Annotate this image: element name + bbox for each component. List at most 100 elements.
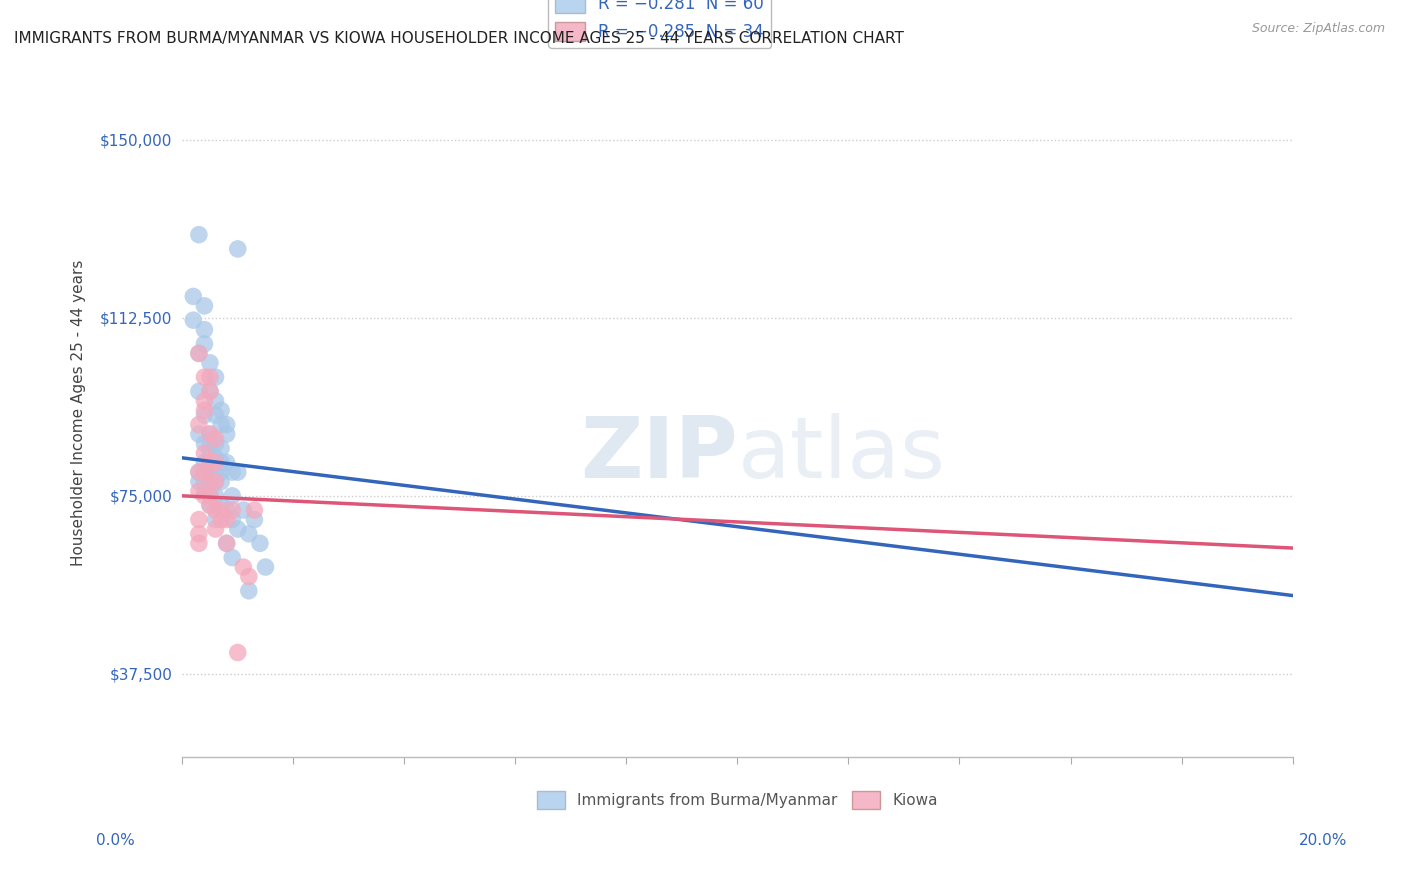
Point (187, 465, 209, 479)
Point (193, 323, 215, 337)
Point (221, 512, 243, 526)
Point (187, 475, 209, 489)
Point (198, 475, 221, 489)
Point (209, 403, 232, 417)
Point (209, 498, 232, 512)
Point (193, 465, 215, 479)
Point (204, 522, 226, 536)
Legend: Immigrants from Burma/Myanmar, Kiowa: Immigrants from Burma/Myanmar, Kiowa (531, 785, 943, 814)
Point (221, 489, 243, 503)
Point (187, 346, 209, 360)
Point (183, 289, 205, 303)
Point (226, 242, 249, 256)
Point (204, 456, 226, 470)
Point (204, 432, 226, 446)
Point (198, 384, 221, 399)
Point (254, 560, 277, 574)
Point (204, 465, 226, 479)
Point (204, 436, 226, 450)
Point (215, 417, 238, 432)
Point (187, 512, 209, 526)
Point (198, 370, 221, 384)
Point (243, 512, 266, 526)
Point (238, 526, 260, 541)
Point (209, 442, 232, 456)
Point (198, 356, 221, 370)
Point (198, 498, 221, 512)
Point (232, 560, 254, 574)
Point (187, 526, 209, 541)
Point (193, 446, 215, 460)
Text: atlas: atlas (737, 412, 945, 496)
Point (232, 503, 254, 517)
Point (226, 465, 249, 479)
Text: 20.0%: 20.0% (1299, 833, 1347, 847)
Point (215, 512, 238, 526)
Point (198, 475, 221, 489)
Point (204, 370, 226, 384)
Point (187, 384, 209, 399)
Point (183, 313, 205, 327)
Point (193, 436, 215, 450)
Point (198, 436, 221, 450)
Point (187, 427, 209, 442)
Point (238, 569, 260, 583)
Point (209, 456, 232, 470)
Text: IMMIGRANTS FROM BURMA/MYANMAR VS KIOWA HOUSEHOLDER INCOME AGES 25 - 44 YEARS COR: IMMIGRANTS FROM BURMA/MYANMAR VS KIOWA H… (14, 31, 904, 46)
Point (209, 512, 232, 526)
Point (198, 456, 221, 470)
Point (204, 489, 226, 503)
Point (198, 427, 221, 442)
Point (204, 408, 226, 422)
Point (193, 456, 215, 470)
Y-axis label: Householder Income Ages 25 - 44 years: Householder Income Ages 25 - 44 years (72, 260, 86, 566)
Point (193, 489, 215, 503)
Text: Source: ZipAtlas.com: Source: ZipAtlas.com (1251, 22, 1385, 36)
Point (193, 475, 215, 489)
Point (204, 512, 226, 526)
Point (221, 465, 243, 479)
Point (193, 337, 215, 351)
Point (187, 417, 209, 432)
Point (193, 408, 215, 422)
Point (209, 417, 232, 432)
Point (193, 299, 215, 313)
Point (215, 503, 238, 517)
Point (193, 370, 215, 384)
Point (187, 346, 209, 360)
Point (198, 465, 221, 479)
Point (221, 503, 243, 517)
Text: ZIP: ZIP (579, 412, 737, 496)
Point (198, 427, 221, 442)
Point (209, 475, 232, 489)
Point (249, 536, 271, 550)
Point (204, 475, 226, 489)
Point (187, 484, 209, 499)
Point (204, 503, 226, 517)
Point (209, 465, 232, 479)
Point (204, 450, 226, 465)
Point (193, 484, 215, 499)
Point (187, 536, 209, 550)
Point (198, 446, 221, 460)
Point (198, 384, 221, 399)
Point (187, 465, 209, 479)
Point (215, 456, 238, 470)
Text: 0.0%: 0.0% (96, 833, 135, 847)
Point (215, 427, 238, 442)
Point (187, 227, 209, 242)
Point (226, 645, 249, 659)
Point (198, 498, 221, 512)
Point (238, 583, 260, 598)
Point (204, 393, 226, 408)
Point (204, 475, 226, 489)
Point (193, 393, 215, 408)
Point (215, 536, 238, 550)
Point (193, 403, 215, 417)
Point (198, 484, 221, 499)
Point (215, 536, 238, 550)
Point (221, 550, 243, 565)
Point (198, 489, 221, 503)
Point (226, 522, 249, 536)
Point (198, 456, 221, 470)
